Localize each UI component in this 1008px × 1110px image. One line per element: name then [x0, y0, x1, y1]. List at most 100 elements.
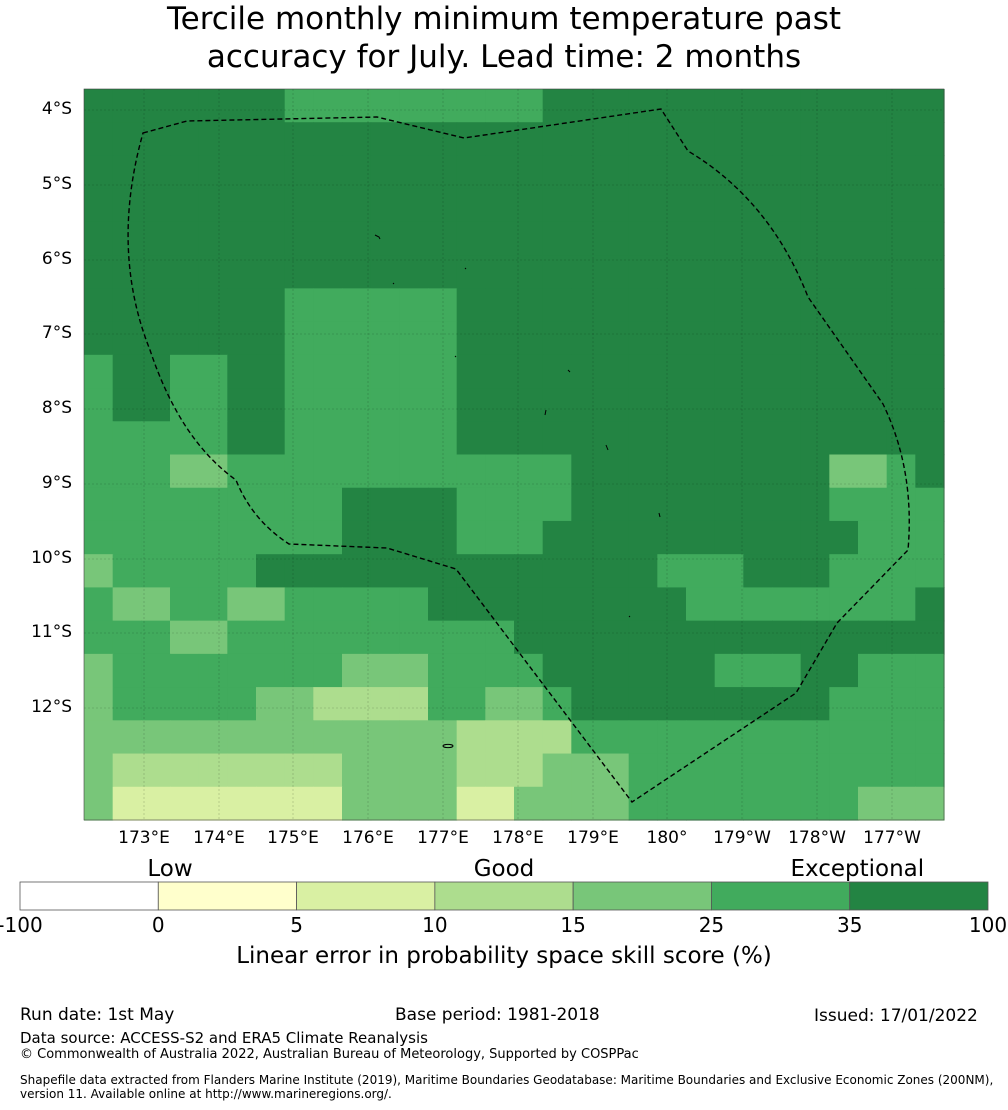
grid-cell [858, 155, 888, 190]
grid-cell [141, 454, 171, 489]
grid-cell [284, 388, 314, 422]
grid-cell [628, 454, 658, 489]
grid-cell [514, 155, 544, 190]
grid-cell [743, 786, 773, 821]
grid-cell [370, 753, 400, 788]
grid-cell [800, 388, 830, 422]
grid-cell [542, 122, 572, 157]
grid-cell [342, 454, 372, 489]
grid-cell [743, 321, 773, 356]
grid-cell [858, 421, 888, 456]
grid-cell [743, 687, 773, 721]
grid-cell [657, 89, 687, 123]
island [628, 615, 631, 618]
grid-cell [772, 554, 802, 589]
grid-cell [686, 554, 716, 589]
grid-cell [198, 155, 228, 190]
grid-cell [428, 587, 458, 622]
grid-cell [714, 321, 744, 356]
grid-cell [686, 122, 716, 157]
grid-cell [485, 687, 515, 721]
grid-cell [571, 354, 601, 389]
grid-cell [800, 89, 830, 123]
grid-cell [370, 421, 400, 456]
grid-cell [456, 487, 486, 522]
grid-cell [829, 122, 859, 157]
island [392, 282, 395, 285]
grid-cell [600, 288, 630, 323]
grid-cell [141, 520, 171, 555]
grid-cell [600, 354, 630, 389]
grid-cell [170, 753, 200, 788]
grid-cell [256, 221, 286, 256]
grid-cell [915, 454, 945, 489]
grid-cell [886, 255, 916, 289]
grid-cell [313, 354, 343, 389]
grid-cell [198, 687, 228, 721]
run-date: Run date: 1st May [20, 1005, 175, 1025]
grid-cell [571, 753, 601, 788]
grid-cell [686, 653, 716, 688]
grid-cell [571, 321, 601, 356]
grid-cell [600, 720, 630, 755]
grid-cell [600, 188, 630, 223]
grid-cell [657, 321, 687, 356]
grid-cell [743, 122, 773, 157]
grid-cell [743, 487, 773, 522]
grid-cell [227, 255, 257, 289]
grid-cell [485, 620, 515, 655]
grid-cell [256, 188, 286, 223]
grid-cell [342, 554, 372, 589]
grid-cell [428, 221, 458, 256]
grid-cell [428, 421, 458, 456]
grid-cell [141, 720, 171, 755]
grid-cell [772, 620, 802, 655]
grid-cell [800, 221, 830, 256]
longitude-tick-label: 179°W [713, 828, 771, 848]
grid-cell [542, 487, 572, 522]
colorbar-bin [434, 881, 574, 911]
grid-cell [141, 221, 171, 256]
grid-cell [198, 255, 228, 289]
grid-cell [112, 221, 142, 256]
grid-cell [915, 720, 945, 755]
grid-cell [686, 753, 716, 788]
grid-cell [256, 720, 286, 755]
colorbar-category-label: Low [147, 856, 193, 882]
longitude-tick-label: 176°E [342, 828, 394, 848]
grid-cell [600, 421, 630, 456]
grid-cell [112, 554, 142, 589]
grid-cell [657, 753, 687, 788]
grid-cell [284, 786, 314, 821]
grid-cell [485, 653, 515, 688]
grid-cell [141, 653, 171, 688]
grid-cell [141, 753, 171, 788]
grid-cell [227, 155, 257, 190]
grid-cell [170, 687, 200, 721]
grid-cell [686, 155, 716, 190]
grid-cell [800, 587, 830, 622]
grid-cell [714, 255, 744, 289]
grid-cell [600, 687, 630, 721]
grid-cell [141, 487, 171, 522]
grid-cell [485, 454, 515, 489]
grid-cell [915, 520, 945, 555]
grid-cell [313, 388, 343, 422]
grid-cell [485, 388, 515, 422]
grid-cell [284, 554, 314, 589]
base-period: Base period: 1981-2018 [395, 1005, 600, 1025]
grid-cell [714, 454, 744, 489]
grid-cell [112, 188, 142, 223]
grid-cell [84, 354, 114, 389]
grid-cell [686, 786, 716, 821]
grid-cell [772, 753, 802, 788]
grid-cell [198, 520, 228, 555]
latitude-tick-label: 9°S [41, 473, 72, 493]
grid-cell [456, 620, 486, 655]
grid-cell [428, 321, 458, 356]
island [374, 234, 381, 240]
grid-cell [714, 786, 744, 821]
grid-cell [514, 321, 544, 356]
grid-cell [657, 454, 687, 489]
grid-cell [141, 155, 171, 190]
